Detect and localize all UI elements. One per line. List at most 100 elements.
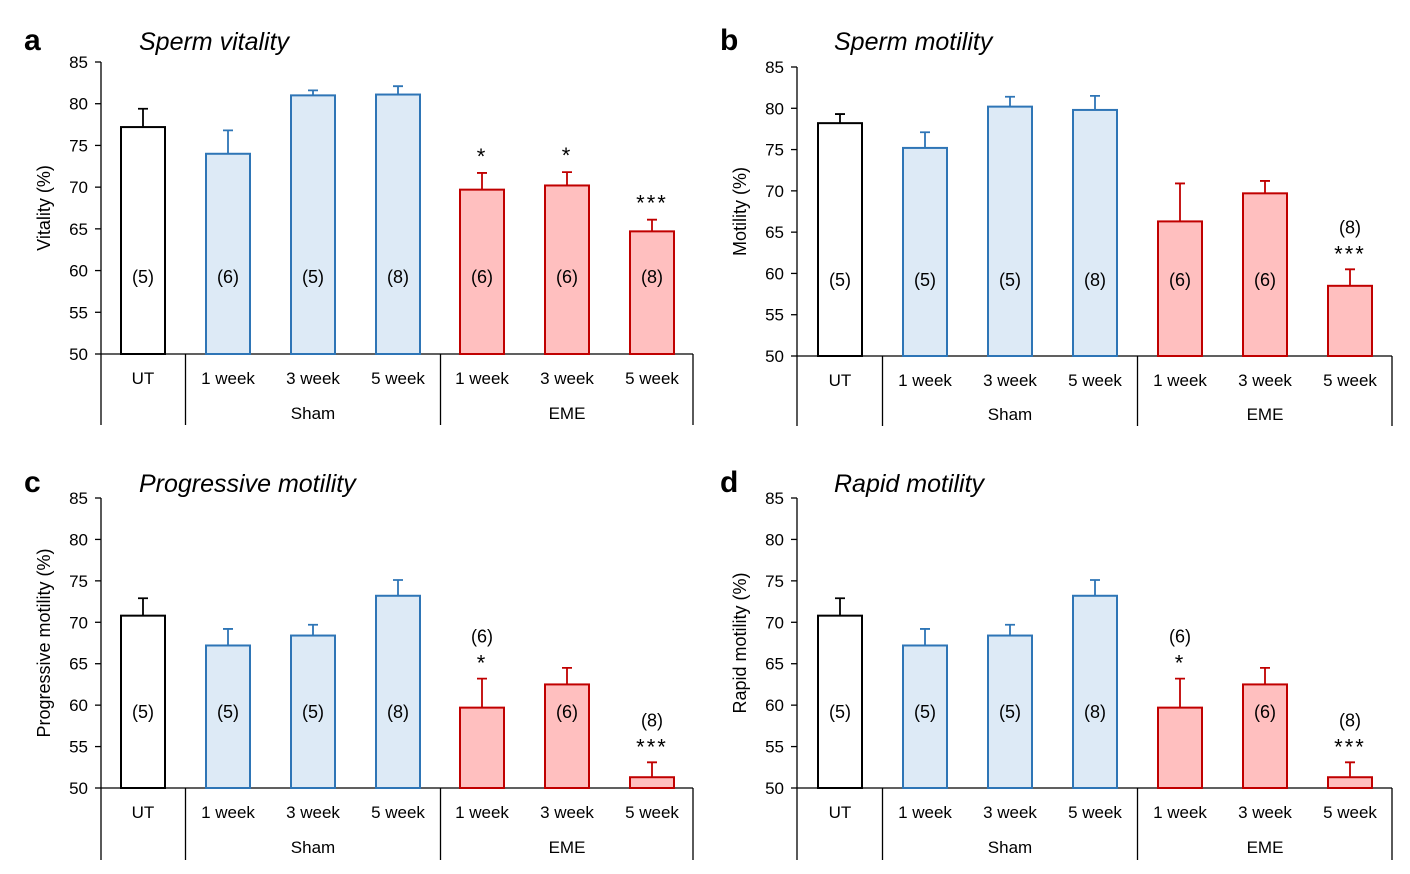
x-tick-label: UT bbox=[829, 371, 852, 390]
bar bbox=[290, 94, 336, 355]
bar bbox=[1157, 706, 1203, 790]
error-bar bbox=[308, 89, 318, 96]
bar bbox=[375, 594, 421, 789]
error-bar bbox=[562, 171, 572, 186]
significance-marker: *** bbox=[636, 191, 668, 216]
y-tick-label: 85 bbox=[765, 489, 784, 508]
n-label: (5) bbox=[132, 702, 154, 722]
bar bbox=[1157, 220, 1203, 357]
bar bbox=[205, 152, 251, 355]
bar bbox=[987, 105, 1033, 357]
error-bar bbox=[223, 628, 233, 646]
error-bar bbox=[1005, 95, 1015, 107]
group-label: EME bbox=[549, 838, 586, 857]
x-tick-label: 3 week bbox=[540, 803, 594, 822]
y-tick-label: 75 bbox=[69, 572, 88, 591]
y-tick-label: 60 bbox=[765, 696, 784, 715]
y-tick-label: 85 bbox=[69, 53, 88, 72]
y-tick-label: 50 bbox=[69, 345, 88, 364]
bar bbox=[375, 93, 421, 355]
n-label: (6) bbox=[471, 627, 493, 647]
n-label: (6) bbox=[556, 702, 578, 722]
panel-title: Sperm motility bbox=[834, 28, 994, 56]
x-tick-label: 3 week bbox=[1238, 803, 1292, 822]
significance-marker: * bbox=[562, 143, 573, 168]
n-label: (6) bbox=[1169, 270, 1191, 290]
panel-letter: d bbox=[720, 466, 738, 499]
n-label: (5) bbox=[302, 267, 324, 287]
y-tick-label: 55 bbox=[765, 306, 784, 325]
x-tick-label: 5 week bbox=[371, 803, 425, 822]
y-tick-label: 65 bbox=[765, 655, 784, 674]
bar bbox=[205, 644, 251, 789]
n-label: (5) bbox=[914, 270, 936, 290]
y-tick-label: 60 bbox=[69, 262, 88, 281]
n-label: (8) bbox=[641, 267, 663, 287]
bar bbox=[629, 776, 675, 790]
panel-c: c Progressive motility Progressive motilit… bbox=[24, 466, 694, 860]
error-bar bbox=[1005, 623, 1015, 636]
panel-letter: b bbox=[720, 24, 738, 57]
error-bar bbox=[647, 218, 657, 232]
error-bar bbox=[308, 623, 318, 636]
y-tick-label: 65 bbox=[69, 655, 88, 674]
y-tick-label: 50 bbox=[765, 347, 784, 366]
y-tick-label: 60 bbox=[69, 696, 88, 715]
error-bar bbox=[920, 131, 930, 148]
x-tick-label: 3 week bbox=[1238, 371, 1292, 390]
n-label: (6) bbox=[1254, 270, 1276, 290]
error-bar bbox=[835, 597, 845, 616]
group-label: EME bbox=[1247, 405, 1284, 424]
x-tick-label: 5 week bbox=[625, 803, 679, 822]
bar bbox=[817, 122, 863, 357]
significance-marker: *** bbox=[1334, 734, 1366, 759]
error-bar bbox=[1260, 666, 1270, 685]
bar bbox=[629, 230, 675, 355]
x-tick-label: 5 week bbox=[1068, 371, 1122, 390]
n-label: (8) bbox=[1084, 270, 1106, 290]
y-tick-label: 55 bbox=[765, 738, 784, 757]
x-tick-label: 1 week bbox=[455, 369, 509, 388]
bar bbox=[1072, 108, 1118, 357]
error-bar bbox=[835, 113, 845, 124]
error-bar bbox=[223, 129, 233, 154]
panel-title: Rapid motility bbox=[834, 470, 986, 498]
error-bar bbox=[1175, 677, 1185, 708]
error-bar bbox=[138, 107, 148, 128]
y-tick-label: 75 bbox=[765, 572, 784, 591]
y-tick-label: 65 bbox=[765, 223, 784, 242]
group-label: Sham bbox=[291, 404, 335, 423]
significance-marker: *** bbox=[636, 734, 668, 759]
bar bbox=[1072, 594, 1118, 789]
x-tick-label: 5 week bbox=[1323, 803, 1377, 822]
y-tick-label: 80 bbox=[69, 530, 88, 549]
bar bbox=[120, 126, 166, 356]
y-tick-label: 55 bbox=[69, 738, 88, 757]
y-tick-label: 70 bbox=[69, 178, 88, 197]
error-bar bbox=[477, 677, 487, 708]
error-bar bbox=[1175, 182, 1185, 222]
n-label: (8) bbox=[1339, 710, 1361, 730]
error-bar bbox=[393, 85, 403, 95]
panel-letter: c bbox=[24, 466, 41, 499]
error-bar bbox=[393, 579, 403, 596]
n-label: (5) bbox=[217, 702, 239, 722]
panel-title: Sperm vitality bbox=[139, 28, 291, 56]
x-tick-label: UT bbox=[132, 803, 155, 822]
y-tick-label: 80 bbox=[765, 530, 784, 549]
n-label: (5) bbox=[829, 702, 851, 722]
y-tick-label: 55 bbox=[69, 303, 88, 322]
y-tick-label: 50 bbox=[765, 779, 784, 798]
x-tick-label: 1 week bbox=[1153, 803, 1207, 822]
bar bbox=[1327, 776, 1373, 790]
x-tick-label: 1 week bbox=[898, 371, 952, 390]
y-tick-label: 75 bbox=[69, 136, 88, 155]
y-tick-label: 80 bbox=[69, 95, 88, 114]
bar bbox=[987, 634, 1033, 789]
n-label: (5) bbox=[302, 702, 324, 722]
y-axis-label: Rapid motility (%) bbox=[730, 572, 750, 713]
group-label: Sham bbox=[988, 405, 1032, 424]
x-tick-label: 3 week bbox=[286, 369, 340, 388]
x-tick-label: 3 week bbox=[540, 369, 594, 388]
